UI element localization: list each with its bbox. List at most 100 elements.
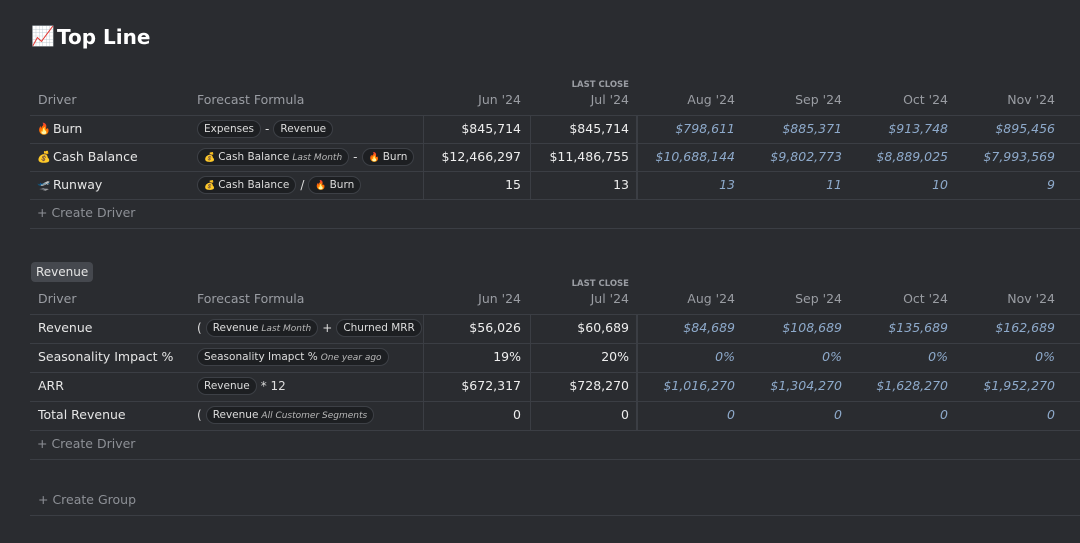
row-divider — [30, 400, 1080, 402]
cell-value[interactable]: 13 — [613, 176, 629, 192]
cell-value[interactable]: $8,889,025 — [876, 148, 948, 164]
cell-value[interactable]: 10 — [932, 176, 948, 192]
month-header: Jun '24 — [478, 91, 521, 107]
month-header: Oct '24 — [903, 290, 948, 306]
cell-value[interactable]: $162,689 — [995, 319, 1055, 335]
row-divider — [30, 143, 1080, 144]
create-driver[interactable]: + Create Driver — [37, 435, 136, 451]
chip-text: Revenue — [280, 123, 327, 135]
col-divider — [423, 342, 424, 372]
cell-value[interactable]: $913,748 — [888, 120, 948, 136]
driver-name[interactable]: Revenue — [38, 319, 93, 335]
cell-value[interactable]: $672,317 — [461, 377, 521, 393]
cell-value[interactable]: $11,486,755 — [549, 148, 629, 164]
formula-chip[interactable]: Expenses — [197, 120, 262, 138]
cell-value[interactable]: $9,802,773 — [770, 148, 842, 164]
cell-value[interactable]: 0% — [1035, 348, 1055, 364]
last-close-label: LAST CLOSE — [571, 278, 629, 289]
cell-value[interactable]: $60,689 — [577, 319, 629, 335]
cell-value[interactable]: $845,714 — [461, 120, 521, 136]
formula[interactable]: Expenses - Revenue — [197, 120, 334, 138]
row-divider — [30, 371, 1080, 373]
chip-note-wrap: Last Month — [261, 324, 311, 334]
chip-note-wrap: One year ago — [321, 353, 382, 363]
cell-value[interactable]: 0 — [834, 406, 842, 422]
cell-value[interactable]: 0 — [513, 406, 521, 422]
col-divider — [423, 143, 424, 171]
cell-value[interactable]: 0 — [1047, 406, 1055, 422]
title-icon: 📈 — [31, 25, 55, 48]
driver-name[interactable]: Total Revenue — [38, 406, 126, 422]
month-header: Jun '24 — [478, 290, 521, 306]
formula-chip[interactable]: Revenue — [273, 120, 334, 138]
cell-value[interactable]: $1,016,270 — [663, 377, 735, 393]
driver-name[interactable]: ARR — [38, 377, 64, 393]
cell-value[interactable]: 0 — [727, 406, 735, 422]
driver-name[interactable]: Cash Balance — [53, 148, 138, 164]
formula-chip[interactable]: 💰 Cash Balance — [197, 176, 297, 194]
formula-chip[interactable]: Revenue All Customer Segments — [205, 406, 375, 424]
create-driver[interactable]: + Create Driver — [37, 204, 136, 220]
driver-name[interactable]: Runway — [53, 176, 103, 192]
cell-value[interactable]: $108,689 — [782, 319, 842, 335]
cell-value[interactable]: $12,466,297 — [441, 148, 521, 164]
chip-note: Last Month — [292, 153, 343, 163]
cell-value[interactable]: 0 — [940, 406, 948, 422]
formula-chip[interactable]: Churned MRR — [336, 319, 422, 337]
cell-value[interactable]: $84,689 — [683, 319, 735, 335]
formula[interactable]: (Revenue Last Month + Churned MRR — [197, 319, 422, 337]
cell-value[interactable]: 15 — [505, 176, 521, 192]
chip-text: Revenue — [212, 409, 259, 421]
month-header: Jul '24 — [590, 290, 629, 306]
formula-chip[interactable]: Revenue Last Month — [205, 319, 319, 337]
driver-name[interactable]: Seasonality Impact % — [38, 348, 174, 364]
cell-value[interactable]: 20% — [601, 348, 629, 364]
month-header: Aug '24 — [687, 91, 735, 107]
cell-value[interactable]: $885,371 — [782, 120, 842, 136]
formula[interactable]: 💰 Cash Balance / 🔥 Burn — [197, 176, 362, 194]
month-header: Sep '24 — [795, 91, 842, 107]
formula[interactable]: 💰 Cash Balance Last Month - 🔥 Burn — [197, 148, 415, 166]
col-header: Forecast Formula — [197, 290, 305, 306]
col-divider — [636, 313, 638, 343]
cell-value[interactable]: 0% — [928, 348, 948, 364]
chip-text: Burn — [382, 151, 408, 163]
row-divider — [30, 342, 1080, 344]
month-header: Nov '24 — [1007, 290, 1055, 306]
cell-value[interactable]: 0 — [621, 406, 629, 422]
create-group[interactable]: + Create Group — [38, 491, 137, 507]
cell-value[interactable]: $7,993,569 — [983, 148, 1055, 164]
cell-value[interactable]: 0% — [715, 348, 735, 364]
chip-text: Cash Balance — [218, 151, 290, 163]
formula-chip[interactable]: 💰 Cash Balance Last Month — [197, 148, 350, 166]
cell-value[interactable]: $728,270 — [569, 377, 629, 393]
chip-text: Cash Balance — [218, 179, 290, 191]
divider — [30, 228, 1080, 229]
formula-chip[interactable]: Revenue — [197, 377, 257, 395]
group-label[interactable]: Revenue — [31, 262, 94, 282]
cell-value[interactable]: 11 — [826, 176, 842, 192]
cell-value[interactable]: $845,714 — [569, 120, 629, 136]
col-divider — [530, 342, 531, 372]
cell-value[interactable]: $10,688,144 — [655, 148, 735, 164]
cell-value[interactable]: 9 — [1047, 176, 1055, 192]
cell-value[interactable]: $895,456 — [995, 120, 1055, 136]
cell-value[interactable]: $798,611 — [675, 120, 735, 136]
cell-value[interactable]: $56,026 — [469, 319, 521, 335]
formula-chip[interactable]: 🔥 Burn — [361, 148, 415, 166]
driver-name[interactable]: Burn — [53, 120, 83, 136]
formula[interactable]: (Revenue All Customer Segments — [197, 406, 375, 424]
cell-value[interactable]: $1,304,270 — [770, 377, 842, 393]
cell-value[interactable]: $1,952,270 — [983, 377, 1055, 393]
chip-text: Churned MRR — [343, 322, 415, 334]
cell-value[interactable]: 13 — [719, 176, 735, 192]
formula[interactable]: Seasonality Imapct % One year ago — [197, 348, 389, 366]
cell-value[interactable]: 19% — [493, 348, 521, 364]
formula-chip[interactable]: 🔥 Burn — [308, 176, 362, 194]
cell-value[interactable]: 0% — [822, 348, 842, 364]
col-divider — [636, 342, 638, 372]
cell-value[interactable]: $1,628,270 — [876, 377, 948, 393]
formula[interactable]: Revenue * 12 — [197, 377, 286, 395]
formula-chip[interactable]: Seasonality Imapct % One year ago — [197, 348, 389, 366]
cell-value[interactable]: $135,689 — [888, 319, 948, 335]
